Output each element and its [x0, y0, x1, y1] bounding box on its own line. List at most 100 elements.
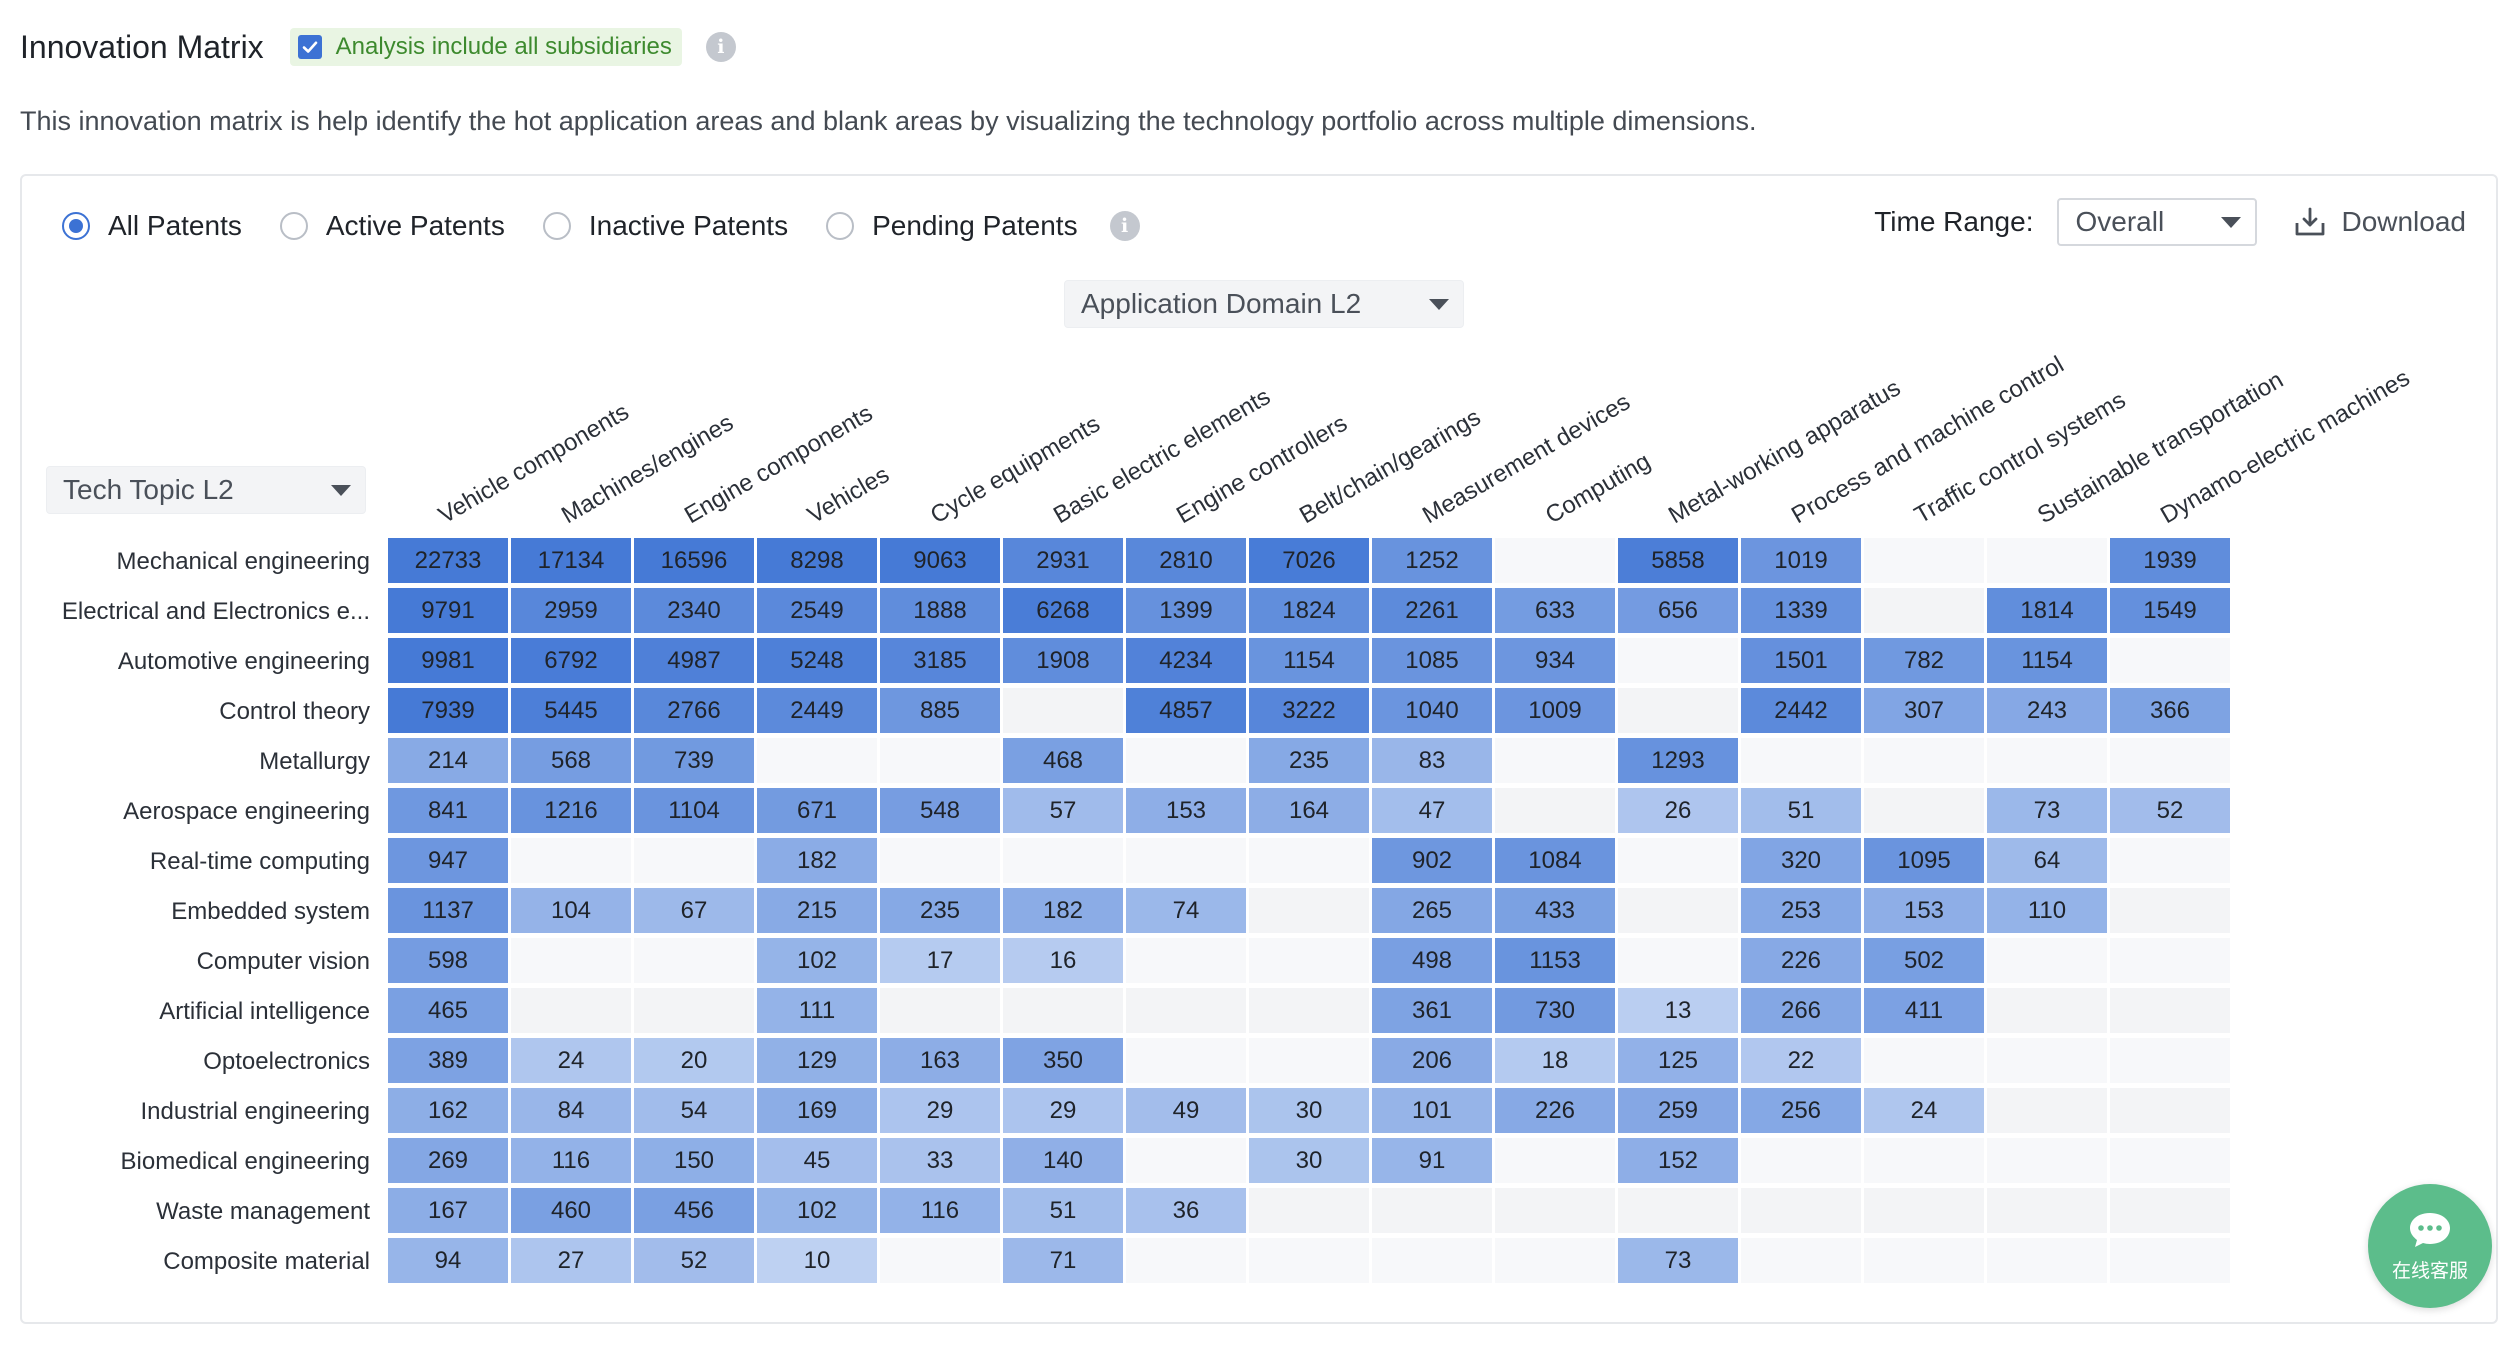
- heatmap-cell[interactable]: 16: [1003, 938, 1123, 983]
- heatmap-cell[interactable]: 54: [634, 1088, 754, 1133]
- heatmap-cell-empty[interactable]: [2110, 1038, 2230, 1083]
- heatmap-cell[interactable]: 460: [511, 1188, 631, 1233]
- heatmap-cell[interactable]: 206: [1372, 1038, 1492, 1083]
- heatmap-cell-empty[interactable]: [1987, 1088, 2107, 1133]
- heatmap-cell[interactable]: 214: [388, 738, 508, 783]
- heatmap-cell[interactable]: 411: [1864, 988, 1984, 1033]
- heatmap-cell[interactable]: 4987: [634, 638, 754, 683]
- heatmap-cell[interactable]: 215: [757, 888, 877, 933]
- heatmap-cell-empty[interactable]: [2110, 1238, 2230, 1283]
- heatmap-cell[interactable]: 67: [634, 888, 754, 933]
- heatmap-cell-empty[interactable]: [880, 1238, 1000, 1283]
- heatmap-cell-empty[interactable]: [1741, 738, 1861, 783]
- heatmap-cell[interactable]: 73: [1618, 1238, 1738, 1283]
- heatmap-cell[interactable]: 269: [388, 1138, 508, 1183]
- time-range-select[interactable]: Overall: [2057, 198, 2257, 246]
- radio-pending-patents[interactable]: Pending Patents: [826, 210, 1078, 242]
- heatmap-cell[interactable]: 36: [1126, 1188, 1246, 1233]
- heatmap-cell-empty[interactable]: [1126, 1238, 1246, 1283]
- heatmap-cell-empty[interactable]: [1003, 988, 1123, 1033]
- heatmap-cell[interactable]: 73: [1987, 788, 2107, 833]
- heatmap-cell-empty[interactable]: [1864, 588, 1984, 633]
- heatmap-cell[interactable]: 1154: [1249, 638, 1369, 683]
- heatmap-cell[interactable]: 465: [388, 988, 508, 1033]
- heatmap-cell-empty[interactable]: [511, 988, 631, 1033]
- heatmap-cell[interactable]: 3185: [880, 638, 1000, 683]
- radio-checked-icon[interactable]: [62, 212, 90, 240]
- heatmap-cell[interactable]: 125: [1618, 1038, 1738, 1083]
- heatmap-cell[interactable]: 2449: [757, 688, 877, 733]
- heatmap-cell[interactable]: 64: [1987, 838, 2107, 883]
- heatmap-cell[interactable]: 29: [1003, 1088, 1123, 1133]
- heatmap-cell[interactable]: 84: [511, 1088, 631, 1133]
- heatmap-cell[interactable]: 164: [1249, 788, 1369, 833]
- heatmap-cell-empty[interactable]: [1618, 838, 1738, 883]
- heatmap-cell-empty[interactable]: [1249, 938, 1369, 983]
- radio-unchecked-icon[interactable]: [826, 212, 854, 240]
- heatmap-cell-empty[interactable]: [2110, 988, 2230, 1033]
- heatmap-cell[interactable]: 57: [1003, 788, 1123, 833]
- heatmap-cell-empty[interactable]: [1864, 1138, 1984, 1183]
- heatmap-cell[interactable]: 162: [388, 1088, 508, 1133]
- heatmap-cell[interactable]: 110: [1987, 888, 2107, 933]
- heatmap-cell-empty[interactable]: [1864, 788, 1984, 833]
- heatmap-cell[interactable]: 30: [1249, 1138, 1369, 1183]
- heatmap-cell[interactable]: 468: [1003, 738, 1123, 783]
- heatmap-cell[interactable]: 91: [1372, 1138, 1492, 1183]
- heatmap-cell[interactable]: 320: [1741, 838, 1861, 883]
- heatmap-cell[interactable]: 4234: [1126, 638, 1246, 683]
- heatmap-cell[interactable]: 22: [1741, 1038, 1861, 1083]
- heatmap-cell[interactable]: 71: [1003, 1238, 1123, 1283]
- heatmap-cell[interactable]: 1095: [1864, 838, 1984, 883]
- heatmap-cell[interactable]: 671: [757, 788, 877, 833]
- tech-topic-select[interactable]: Tech Topic L2: [46, 466, 366, 514]
- heatmap-cell-empty[interactable]: [1495, 788, 1615, 833]
- heatmap-cell-empty[interactable]: [1987, 1188, 2107, 1233]
- heatmap-cell[interactable]: 730: [1495, 988, 1615, 1033]
- heatmap-cell[interactable]: 74: [1126, 888, 1246, 933]
- heatmap-cell[interactable]: 902: [1372, 838, 1492, 883]
- heatmap-cell[interactable]: 1085: [1372, 638, 1492, 683]
- heatmap-cell[interactable]: 22733: [388, 538, 508, 583]
- heatmap-cell[interactable]: 27: [511, 1238, 631, 1283]
- heatmap-cell[interactable]: 13: [1618, 988, 1738, 1033]
- heatmap-cell[interactable]: 45: [757, 1138, 877, 1183]
- heatmap-cell[interactable]: 49: [1126, 1088, 1246, 1133]
- heatmap-cell[interactable]: 1009: [1495, 688, 1615, 733]
- radio-unchecked-icon[interactable]: [280, 212, 308, 240]
- heatmap-cell-empty[interactable]: [1987, 988, 2107, 1033]
- checkbox-checked-icon[interactable]: [298, 35, 322, 59]
- heatmap-cell-empty[interactable]: [1126, 988, 1246, 1033]
- heatmap-cell[interactable]: 548: [880, 788, 1000, 833]
- heatmap-cell[interactable]: 433: [1495, 888, 1615, 933]
- heatmap-cell-empty[interactable]: [1372, 1188, 1492, 1233]
- chat-support-button[interactable]: 在线客服: [2368, 1184, 2492, 1308]
- radio-active-patents[interactable]: Active Patents: [280, 210, 505, 242]
- heatmap-cell[interactable]: 8298: [757, 538, 877, 583]
- heatmap-cell[interactable]: 18: [1495, 1038, 1615, 1083]
- heatmap-cell[interactable]: 2549: [757, 588, 877, 633]
- heatmap-cell[interactable]: 1252: [1372, 538, 1492, 583]
- heatmap-cell[interactable]: 20: [634, 1038, 754, 1083]
- heatmap-cell-empty[interactable]: [1987, 1238, 2107, 1283]
- heatmap-cell[interactable]: 568: [511, 738, 631, 783]
- radio-inactive-patents[interactable]: Inactive Patents: [543, 210, 788, 242]
- heatmap-cell[interactable]: 1154: [1987, 638, 2107, 683]
- heatmap-cell-empty[interactable]: [1249, 838, 1369, 883]
- heatmap-cell[interactable]: 9791: [388, 588, 508, 633]
- heatmap-cell-empty[interactable]: [2110, 938, 2230, 983]
- heatmap-cell[interactable]: 456: [634, 1188, 754, 1233]
- heatmap-cell-empty[interactable]: [1126, 838, 1246, 883]
- heatmap-cell-empty[interactable]: [2110, 838, 2230, 883]
- heatmap-cell[interactable]: 1501: [1741, 638, 1861, 683]
- heatmap-cell-empty[interactable]: [2110, 738, 2230, 783]
- heatmap-cell-empty[interactable]: [2110, 888, 2230, 933]
- heatmap-cell[interactable]: 841: [388, 788, 508, 833]
- heatmap-cell-empty[interactable]: [1003, 838, 1123, 883]
- heatmap-cell[interactable]: 243: [1987, 688, 2107, 733]
- heatmap-cell[interactable]: 47: [1372, 788, 1492, 833]
- heatmap-cell-empty[interactable]: [1618, 938, 1738, 983]
- subsidiaries-toggle[interactable]: Analysis include all subsidiaries: [290, 28, 682, 66]
- heatmap-cell-empty[interactable]: [1741, 1188, 1861, 1233]
- heatmap-cell-empty[interactable]: [1495, 1238, 1615, 1283]
